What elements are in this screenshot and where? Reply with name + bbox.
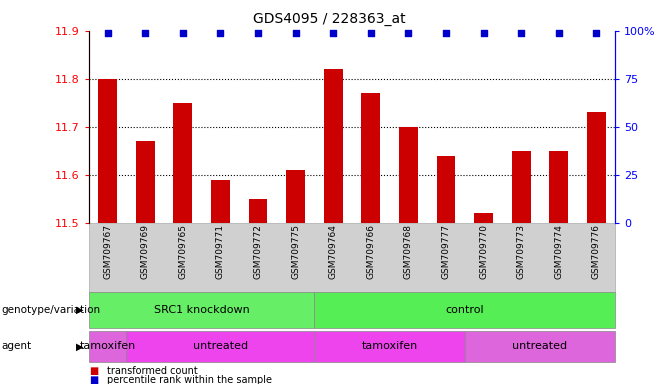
Point	[140, 30, 151, 36]
Text: untreated: untreated	[513, 341, 568, 351]
Text: tamoxifen: tamoxifen	[80, 341, 136, 351]
Text: SRC1 knockdown: SRC1 knockdown	[154, 305, 249, 315]
Bar	[98, 79, 117, 223]
Bar	[474, 213, 493, 223]
Point	[591, 30, 601, 36]
Point	[366, 30, 376, 36]
Text: control: control	[445, 305, 484, 315]
Point	[516, 30, 526, 36]
Bar	[249, 199, 267, 223]
Point	[290, 30, 301, 36]
Point	[328, 30, 338, 36]
Text: ▶: ▶	[76, 341, 84, 351]
Text: transformed count: transformed count	[107, 366, 198, 376]
Bar	[512, 151, 530, 223]
Bar	[136, 141, 155, 223]
Point	[403, 30, 414, 36]
Point	[441, 30, 451, 36]
Point	[103, 30, 113, 36]
Point	[553, 30, 564, 36]
Point	[178, 30, 188, 36]
Point	[253, 30, 263, 36]
Point	[215, 30, 226, 36]
Text: tamoxifen: tamoxifen	[361, 341, 418, 351]
Text: ▶: ▶	[76, 305, 84, 315]
Point	[478, 30, 489, 36]
Text: agent: agent	[1, 341, 32, 351]
Text: ■: ■	[89, 366, 98, 376]
Text: percentile rank within the sample: percentile rank within the sample	[107, 375, 272, 384]
Bar	[437, 156, 455, 223]
Text: untreated: untreated	[193, 341, 248, 351]
Bar	[286, 170, 305, 223]
Text: GDS4095 / 228363_at: GDS4095 / 228363_at	[253, 12, 405, 25]
Text: ■: ■	[89, 375, 98, 384]
Bar	[174, 103, 192, 223]
Text: genotype/variation: genotype/variation	[1, 305, 101, 315]
Bar	[549, 151, 569, 223]
Bar	[361, 93, 380, 223]
Bar	[587, 113, 606, 223]
Bar	[399, 127, 418, 223]
Bar	[211, 180, 230, 223]
Bar	[324, 69, 343, 223]
